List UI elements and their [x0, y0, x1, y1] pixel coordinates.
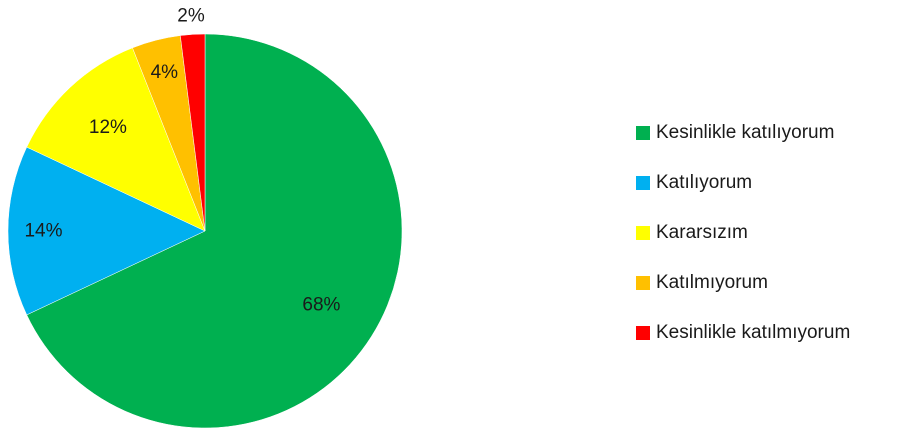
- pie-data-label-0: 68%: [302, 294, 340, 315]
- legend-swatch-kesinlikle-katilmiyorum: [636, 325, 650, 340]
- legend-item-kesinlikle-katiliyorum: Kesinlikle katılıyorum: [636, 119, 850, 146]
- legend-item-katilmiyorum: Katılmıyorum: [636, 269, 850, 296]
- pie-data-label-2: 12%: [89, 117, 127, 138]
- pie-slices: [7, 33, 403, 429]
- legend-swatch-katilmiyorum: [636, 275, 650, 290]
- legend-label-kesinlikle-katilmiyorum: Kesinlikle katılmıyorum: [656, 321, 851, 343]
- legend-swatch-katiliyorum: [636, 175, 650, 190]
- legend-label-katiliyorum: Katılıyorum: [656, 171, 753, 193]
- legend-item-kesinlikle-katilmiyorum: Kesinlikle katılmıyorum: [636, 319, 850, 346]
- pie-slice-2: [26, 47, 206, 232]
- pie-data-label-1: 14%: [24, 221, 62, 242]
- legend-label-kesinlikle-katiliyorum: Kesinlikle katılıyorum: [656, 121, 835, 143]
- legend-swatch-kararsizim: [636, 225, 650, 240]
- legend-swatch-kesinlikle-katiliyorum: [636, 125, 650, 140]
- legend-item-katiliyorum: Katılıyorum: [636, 169, 850, 196]
- pie-data-label-3: 4%: [151, 62, 179, 83]
- legend-item-kararsizim: Kararsızım: [636, 219, 850, 246]
- pie-slice-1: [7, 146, 206, 316]
- pie-data-labels: 68% 14% 12% 4% 2%: [24, 6, 340, 316]
- pie-chart-plot: 68% 14% 12% 4% 2%: [7, 6, 403, 429]
- chart-legend: Kesinlikle katılıyorum Katılıyorum Karar…: [636, 119, 850, 369]
- pie-data-label-4: 2%: [177, 6, 205, 27]
- pie-slice-4: [180, 33, 206, 232]
- pie-slice-0: [26, 33, 403, 429]
- legend-label-kararsizim: Kararsızım: [656, 221, 748, 243]
- legend-label-katilmiyorum: Katılmıyorum: [656, 271, 768, 293]
